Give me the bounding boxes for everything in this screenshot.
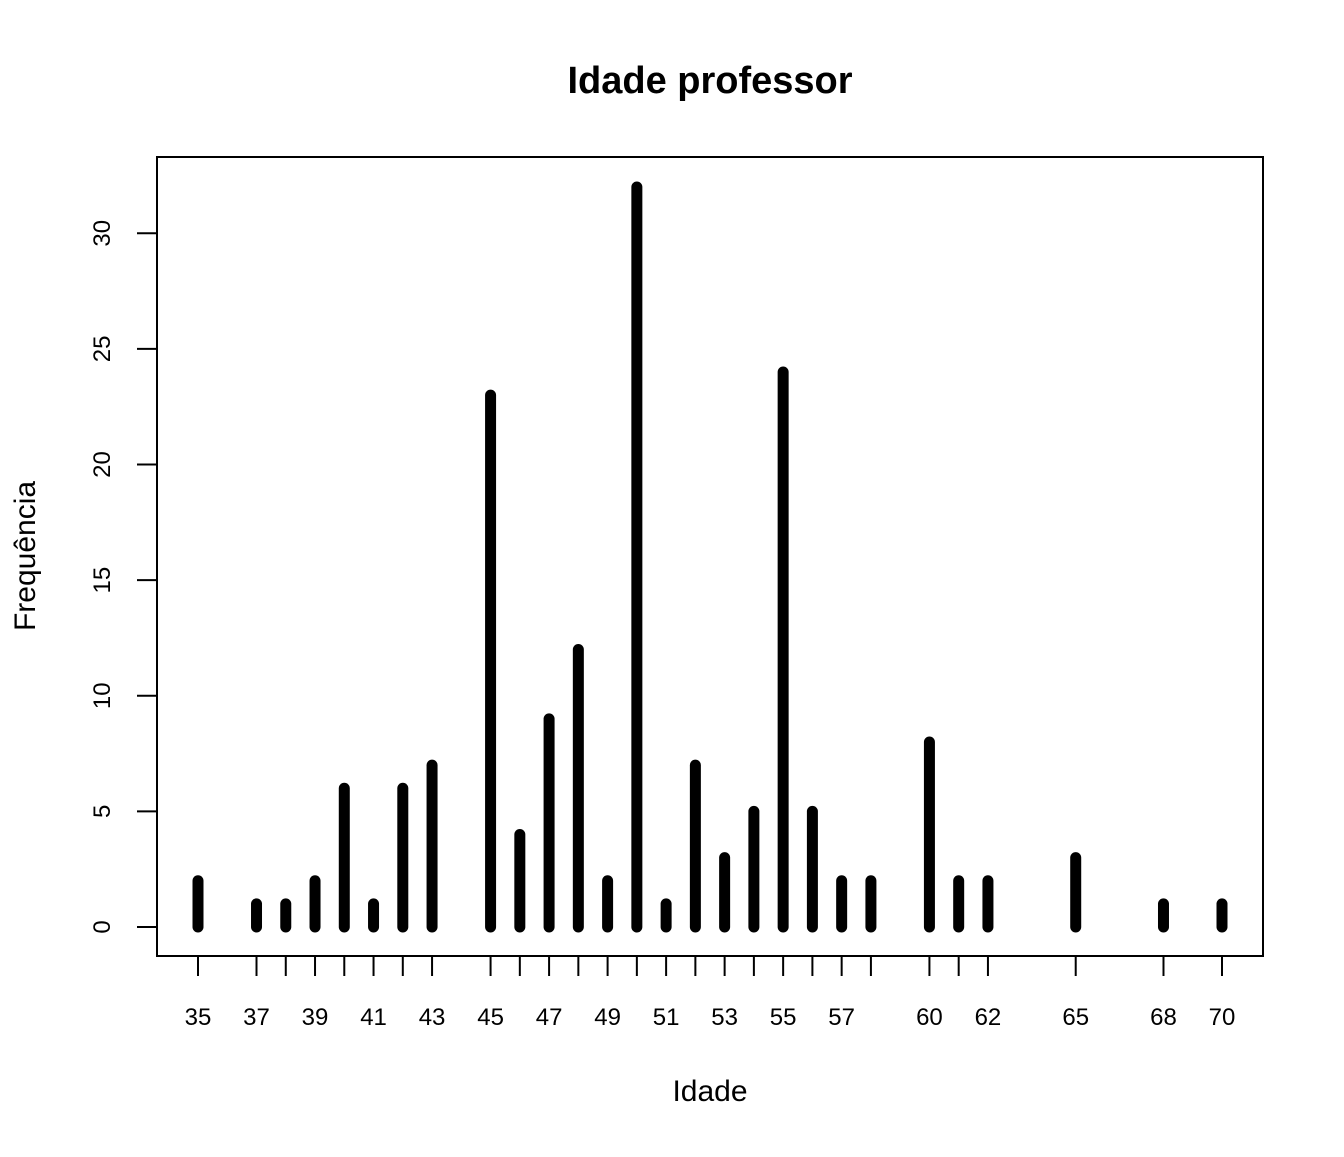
x-tick-label-60: 60 xyxy=(916,1004,943,1031)
x-tick-label-43: 43 xyxy=(419,1004,446,1031)
x-tick-label-49: 49 xyxy=(594,1004,621,1031)
x-tick-label-35: 35 xyxy=(185,1004,212,1031)
y-axis: 0 5 10 15 20 25 30 xyxy=(89,220,158,934)
x-axis-label: Idade xyxy=(672,1075,747,1108)
x-tick-label-37: 37 xyxy=(243,1004,270,1031)
x-tick-label-70: 70 xyxy=(1209,1004,1236,1031)
x-tick-label-55: 55 xyxy=(770,1004,797,1031)
x-tick-label-39: 39 xyxy=(302,1004,329,1031)
x-tick-label-62: 62 xyxy=(975,1004,1002,1031)
chart-title: Idade professor xyxy=(567,60,852,102)
y-tick-label-30: 30 xyxy=(89,220,116,247)
x-tick-label-53: 53 xyxy=(711,1004,738,1031)
x-axis: 35 37 39 41 43 45 47 49 51 53 55 57 60 62 65 68 70 xyxy=(185,955,1236,1031)
y-tick-label-15: 15 xyxy=(89,567,116,594)
y-tick-label-10: 10 xyxy=(89,682,116,709)
y-tick-label-20: 20 xyxy=(89,451,116,478)
x-tick-label-68: 68 xyxy=(1150,1004,1177,1031)
y-tick-label-25: 25 xyxy=(89,336,116,363)
x-tick-label-45: 45 xyxy=(477,1004,504,1031)
x-tick-label-57: 57 xyxy=(828,1004,855,1031)
y-axis-label: Frequência xyxy=(9,481,42,631)
y-tick-label-5: 5 xyxy=(89,805,116,818)
x-tick-label-41: 41 xyxy=(360,1004,387,1031)
x-tick-label-47: 47 xyxy=(536,1004,563,1031)
y-tick-label-0: 0 xyxy=(89,920,116,933)
bars xyxy=(192,181,1228,933)
x-tick-label-65: 65 xyxy=(1062,1004,1089,1031)
x-tick-label-51: 51 xyxy=(653,1004,680,1031)
plot-frame xyxy=(156,156,1264,957)
